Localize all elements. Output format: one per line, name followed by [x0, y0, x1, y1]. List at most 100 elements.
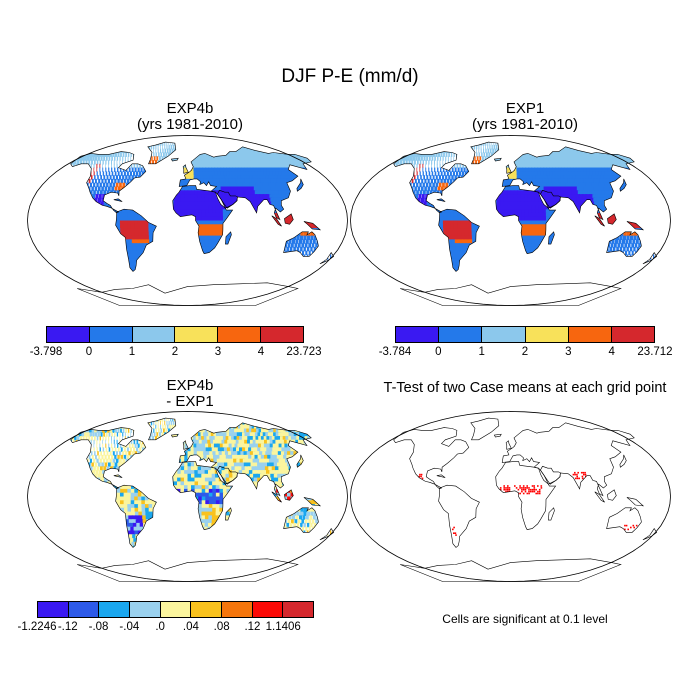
map-cell — [543, 171, 549, 176]
map-cell — [315, 175, 322, 180]
map-cell — [117, 178, 120, 184]
map-cell — [310, 246, 313, 252]
map-cell — [249, 175, 256, 180]
map-cell — [657, 194, 663, 198]
map-cell — [280, 144, 292, 150]
map-cell — [446, 148, 450, 154]
map-cell — [89, 235, 94, 240]
map-cell — [114, 186, 118, 191]
map-cell — [180, 224, 185, 229]
map-cell — [444, 197, 449, 203]
map-cell — [63, 262, 70, 266]
map-cell — [39, 190, 41, 194]
map-cell — [217, 148, 223, 154]
map-cell — [583, 197, 588, 203]
map-cell — [625, 201, 631, 206]
map-cell — [70, 262, 76, 267]
map-cell — [113, 209, 118, 214]
map-cell — [184, 212, 189, 218]
map-cell — [576, 197, 581, 203]
map-cell — [212, 224, 217, 229]
map-cell — [117, 254, 123, 259]
map-cell — [181, 137, 183, 141]
map-cell — [544, 156, 550, 161]
map-cell — [296, 246, 300, 252]
map-cell — [285, 239, 289, 244]
map-cell — [234, 250, 238, 256]
map-cell — [87, 269, 95, 274]
map-cell — [194, 254, 198, 259]
map-cell — [176, 160, 180, 165]
map-cell — [266, 269, 268, 274]
map-cell — [187, 186, 192, 191]
map-cell — [184, 156, 189, 161]
map-cell — [330, 239, 333, 244]
map-cell — [544, 163, 550, 169]
map-cell — [40, 205, 43, 209]
map-cell — [508, 152, 512, 157]
map-cell — [156, 246, 162, 252]
map-cell — [155, 148, 157, 154]
map-cell — [271, 250, 275, 256]
map-cell — [141, 205, 146, 210]
map-cell — [155, 228, 160, 233]
map-cell — [112, 265, 119, 271]
map-cell — [61, 247, 67, 251]
map-cell — [265, 209, 270, 214]
map-cell — [96, 235, 102, 240]
map-cell — [525, 137, 530, 141]
map-cell — [193, 273, 197, 278]
map-cell — [196, 265, 201, 271]
map-cell — [520, 190, 525, 195]
map-cell — [469, 167, 472, 172]
map-cell — [497, 178, 502, 184]
map-cell — [134, 216, 139, 222]
map-cell — [322, 197, 328, 203]
map-cell — [524, 160, 529, 165]
map-cell — [176, 216, 181, 222]
map-cell — [653, 194, 657, 199]
map-cell — [489, 167, 493, 172]
map-cell — [204, 190, 209, 195]
map-cell — [417, 152, 421, 157]
map-cell — [554, 190, 559, 195]
map-cell — [95, 262, 101, 267]
map-cell — [162, 216, 167, 222]
map-cell — [229, 142, 237, 146]
map-cell — [225, 142, 233, 146]
map-cell — [335, 205, 340, 209]
map-cell — [437, 152, 440, 157]
map-cell — [636, 194, 643, 199]
map-cell — [271, 265, 273, 271]
map-cell — [479, 156, 482, 161]
map-cell — [189, 144, 193, 150]
map-cell — [633, 167, 642, 172]
map-cell — [389, 202, 392, 206]
map-cell — [126, 194, 130, 199]
map-cell — [245, 171, 251, 176]
map-cell — [88, 224, 93, 229]
map-cell — [205, 273, 208, 278]
map-cell — [194, 212, 199, 218]
map-cell — [463, 190, 467, 195]
map-cell — [580, 137, 593, 141]
map-cell — [119, 182, 122, 188]
map-cell — [86, 201, 90, 206]
map-cell — [232, 178, 237, 184]
map-cell — [388, 194, 391, 198]
map-cell — [146, 194, 151, 199]
map-cell — [513, 175, 518, 180]
map-cell — [445, 152, 448, 157]
map-cell — [293, 246, 296, 252]
map-cell — [329, 212, 334, 218]
map-cell — [218, 175, 224, 180]
map-cell — [85, 262, 92, 267]
map-cell — [221, 194, 226, 199]
map-cell — [138, 258, 144, 263]
map-cell — [561, 194, 567, 199]
map-cell — [86, 239, 92, 244]
map-cell — [211, 190, 216, 195]
map-cell — [646, 186, 653, 191]
map-cell — [643, 194, 650, 199]
map-cell — [217, 250, 222, 256]
